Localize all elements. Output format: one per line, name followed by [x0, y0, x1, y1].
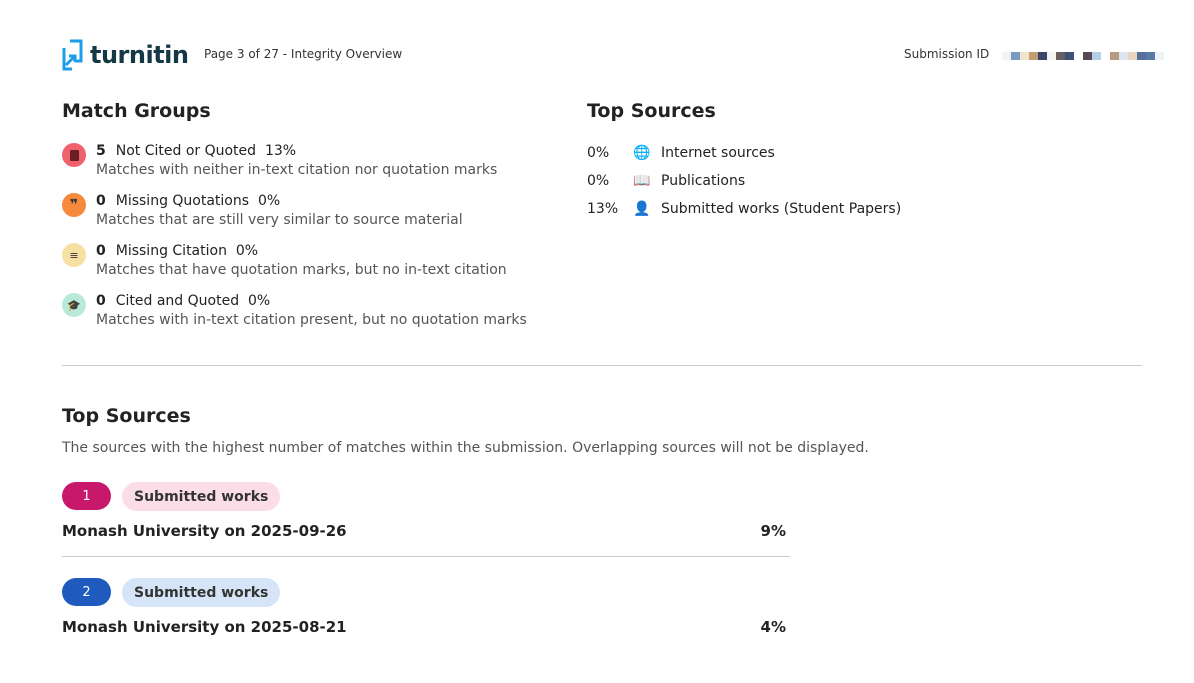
percent: 0% [587, 173, 610, 189]
description: Matches that are still very similar to s… [96, 212, 463, 228]
source-1-name[interactable]: Monash University on 2025-09-26 [62, 522, 347, 540]
label: Internet sources [661, 145, 775, 161]
submission-id-redacted [1002, 52, 1164, 60]
count: 0 [96, 193, 106, 209]
source-type-internet: 0% 🌐 Internet sources [587, 145, 775, 161]
match-group-not-cited: 5 Not Cited or Quoted 13% Matches with ne… [62, 143, 497, 178]
description: Matches that have quotation marks, but n… [96, 262, 507, 278]
source-1-percent: 9% [760, 522, 786, 540]
count: 0 [96, 293, 106, 309]
submission-id-label: Submission ID [904, 47, 990, 61]
book-open-icon: 📖 [633, 173, 651, 189]
logo-text: turnitin [90, 41, 189, 69]
match-groups-title: Match Groups [62, 100, 211, 122]
source-type-submitted: 13% 👤 Submitted works (Student Papers) [587, 201, 901, 217]
source-type-publications: 0% 📖 Publications [587, 173, 745, 189]
description: Matches with neither in-text citation no… [96, 162, 498, 178]
label: Missing Quotations [115, 193, 250, 209]
percent: 0% [235, 243, 259, 259]
book-icon [62, 143, 86, 167]
percent: 13% [264, 143, 297, 159]
type-badge: Submitted works [122, 482, 281, 511]
rank-badge: 2 [62, 578, 111, 606]
source-1-badges: 1 Submitted works [62, 482, 281, 511]
label: Missing Citation [115, 243, 227, 259]
rank-badge: 1 [62, 482, 111, 510]
percent: 0% [248, 293, 271, 309]
globe-icon: 🌐 [633, 145, 651, 161]
person-icon: 👤 [633, 201, 651, 217]
label: Not Cited or Quoted [115, 143, 257, 159]
percent: 0% [257, 193, 281, 209]
graduation-cap-icon: 🎓 [62, 293, 86, 317]
top-sources-description: The sources with the highest number of m… [62, 440, 869, 456]
source-2-percent: 4% [760, 618, 786, 636]
label: Submitted works (Student Papers) [661, 201, 902, 217]
percent: 13% [587, 201, 619, 217]
source-2-name[interactable]: Monash University on 2025-08-21 [62, 618, 347, 636]
turnitin-logo-icon [62, 39, 83, 71]
label: Cited and Quoted [115, 293, 240, 309]
section-divider [62, 365, 1142, 366]
description: Matches with in-text citation present, b… [96, 312, 527, 328]
match-group-cited-and-quoted: 🎓 0 Cited and Quoted 0% Matches with in-t… [62, 293, 527, 328]
count: 5 [96, 143, 106, 159]
turnitin-logo: turnitin [62, 38, 189, 72]
match-group-missing-citation: ≡ 0 Missing Citation 0% Matches that have… [62, 243, 507, 278]
percent: 0% [587, 145, 610, 161]
count: 0 [96, 243, 106, 259]
match-group-missing-quotations: ❞ 0 Missing Quotations 0% Matches that ar… [62, 193, 463, 228]
source-2-badges: 2 Submitted works [62, 578, 281, 607]
source-divider [62, 556, 790, 557]
top-sources-title: Top Sources [62, 405, 191, 427]
label: Publications [661, 173, 746, 189]
type-badge: Submitted works [122, 578, 281, 607]
quote-icon: ❞ [62, 193, 86, 217]
top-sources-summary-title: Top Sources [587, 100, 716, 122]
page-info: Page 3 of 27 - Integrity Overview [204, 47, 403, 61]
lines-icon: ≡ [62, 243, 86, 267]
